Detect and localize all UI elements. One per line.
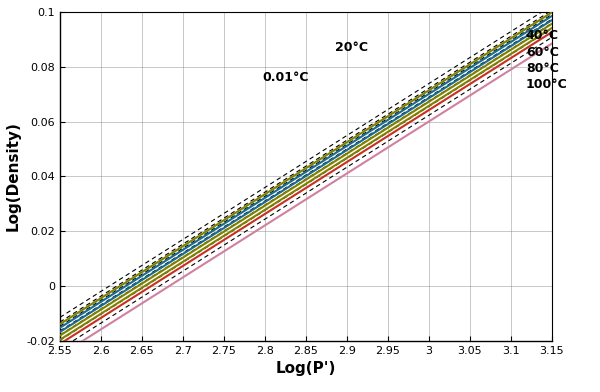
Text: 60°C: 60°C: [526, 46, 559, 60]
Y-axis label: Log(Density): Log(Density): [6, 122, 21, 231]
Text: 20°C: 20°C: [335, 41, 368, 54]
Text: 80°C: 80°C: [526, 62, 559, 75]
Text: 0.01°C: 0.01°C: [263, 71, 309, 83]
Text: 100°C: 100°C: [526, 78, 568, 91]
X-axis label: Log(P'): Log(P'): [276, 361, 336, 376]
Text: 40°C: 40°C: [526, 29, 559, 42]
